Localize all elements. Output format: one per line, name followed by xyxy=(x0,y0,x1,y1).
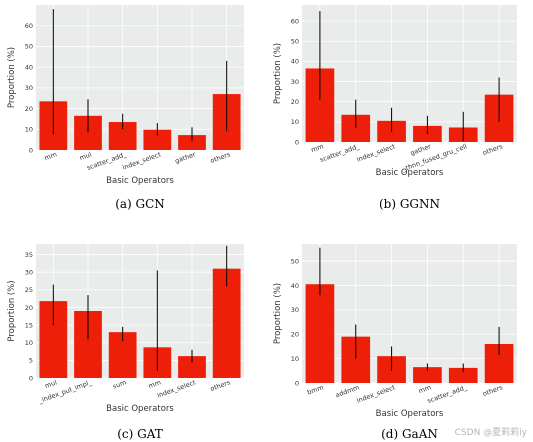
x-axis-label: Basic Operators xyxy=(106,404,174,414)
y-tick-label: 50 xyxy=(291,257,299,265)
y-tick-label: 35 xyxy=(25,251,33,259)
y-tick-label: 20 xyxy=(291,98,299,106)
x-tick-label: index_select xyxy=(356,383,397,404)
panel-caption: (d) GaAN xyxy=(381,427,438,441)
x-tick-label: mul xyxy=(78,150,92,162)
y-tick-label: 40 xyxy=(25,63,33,71)
bar-mm xyxy=(413,367,442,383)
plot-background xyxy=(302,5,517,142)
y-axis-label: Proportion (%) xyxy=(7,280,17,341)
chart-panel-1: 0 10 20 30 40 50 60 mm mulscatter_add_index_sele… xyxy=(7,5,244,211)
y-tick-label: 30 xyxy=(291,306,299,314)
x-tick-label: mm xyxy=(417,383,432,395)
x-tick-label: others xyxy=(482,142,505,157)
x-axis-label: Basic Operators xyxy=(106,176,174,186)
y-tick-label: 10 xyxy=(291,118,299,126)
y-tick-label: 30 xyxy=(25,84,33,92)
x-tick-label: index_select xyxy=(156,378,197,399)
bar-others xyxy=(212,268,241,378)
x-tick-label: mm xyxy=(43,150,58,162)
x-tick-label: mm xyxy=(310,142,325,154)
y-tick-label: 40 xyxy=(291,58,299,66)
y-tick-label: 20 xyxy=(25,304,33,312)
bar-bmm xyxy=(305,284,335,383)
x-tick-label: mm xyxy=(147,378,162,390)
watermark: CSDN @夏莉莉iy xyxy=(454,428,527,438)
x-tick-label: others xyxy=(209,378,232,393)
x-tick-label: gather xyxy=(174,150,197,165)
x-tick-label: scatter_add_ xyxy=(319,142,361,164)
y-tick-label: 15 xyxy=(25,321,33,329)
y-tick-label: 25 xyxy=(25,286,33,294)
y-tick-label: 60 xyxy=(291,17,299,25)
y-tick-label: 30 xyxy=(291,78,299,86)
bar-index-select xyxy=(143,129,172,150)
y-axis-label: Proportion (%) xyxy=(273,43,283,104)
y-tick-label: 20 xyxy=(291,331,299,339)
y-tick-label: 10 xyxy=(291,355,299,363)
x-tick-label: others xyxy=(482,383,505,398)
x-tick-label: mul xyxy=(44,378,58,390)
plot-background xyxy=(302,244,517,383)
x-tick-label: bmm xyxy=(306,383,325,396)
y-tick-label: 0 xyxy=(29,374,33,382)
bar-gather xyxy=(178,135,206,150)
y-tick-label: 10 xyxy=(25,126,33,134)
y-axis-label: Proportion (%) xyxy=(7,47,17,108)
x-tick-label: scatter_add_ xyxy=(86,150,128,172)
y-tick-label: 0 xyxy=(295,138,299,146)
x-axis-label: Basic Operators xyxy=(376,168,444,178)
y-tick-label: 0 xyxy=(295,379,299,387)
panel-caption: (c) GAT xyxy=(117,427,163,441)
bar-index-select xyxy=(178,356,206,378)
panel-caption: (b) GGNN xyxy=(379,197,440,211)
x-tick-label: sum xyxy=(112,378,128,390)
x-tick-label: scatter_add_ xyxy=(426,383,468,405)
bar-scatter-add xyxy=(448,367,478,383)
x-tick-label: index_select xyxy=(356,142,397,163)
y-tick-label: 50 xyxy=(25,43,33,51)
y-tick-label: 30 xyxy=(25,269,33,277)
y-tick-label: 40 xyxy=(291,282,299,290)
plot-background xyxy=(36,5,244,150)
x-tick-label: others xyxy=(209,150,232,165)
y-tick-label: 10 xyxy=(25,339,33,347)
y-tick-label: 0 xyxy=(29,146,33,154)
x-axis-label: Basic Operators xyxy=(376,409,444,419)
x-tick-label: index_select xyxy=(121,150,162,171)
y-tick-label: 60 xyxy=(25,22,33,30)
y-tick-label: 50 xyxy=(291,38,299,46)
y-axis-label: Proportion (%) xyxy=(273,283,283,344)
y-tick-label: 5 xyxy=(29,357,33,365)
plot-background xyxy=(36,244,244,378)
panel-caption: (a) GCN xyxy=(115,197,165,211)
y-tick-label: 20 xyxy=(25,105,33,113)
